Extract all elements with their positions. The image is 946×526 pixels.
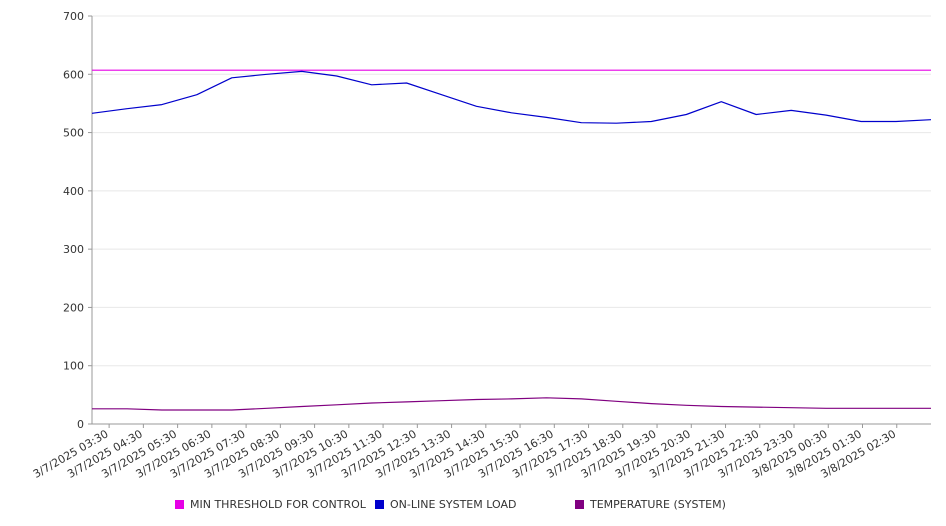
y-tick-label: 700 <box>63 10 84 23</box>
legend-item-system-load[interactable]: ON-LINE SYSTEM LOAD <box>375 498 516 511</box>
y-tick-label: 0 <box>77 418 84 431</box>
y-tick-label: 100 <box>63 360 84 373</box>
legend-item-temperature[interactable]: TEMPERATURE (SYSTEM) <box>575 498 726 511</box>
gridlines <box>92 15 931 425</box>
x-axis-ticks: 3/7/2025 03:303/7/2025 04:303/7/2025 05:… <box>31 424 898 481</box>
legend-item-min-threshold[interactable]: MIN THRESHOLD FOR CONTROL <box>175 498 366 511</box>
y-tick-label: 400 <box>63 185 84 198</box>
legend-label-temperature: TEMPERATURE (SYSTEM) <box>590 498 726 511</box>
legend-label-min-threshold: MIN THRESHOLD FOR CONTROL <box>190 498 366 511</box>
y-tick-label: 500 <box>63 127 84 140</box>
system-load-line <box>91 70 932 124</box>
y-tick-label: 600 <box>63 68 84 81</box>
legend: MIN THRESHOLD FOR CONTROL ON-LINE SYSTEM… <box>0 498 946 518</box>
y-tick-label: 300 <box>63 243 84 256</box>
legend-label-system-load: ON-LINE SYSTEM LOAD <box>390 498 517 511</box>
axes <box>91 16 931 425</box>
temperature-line <box>92 397 931 411</box>
legend-swatch-system-load <box>375 500 384 509</box>
series-lines <box>91 69 932 411</box>
y-axis-ticks: 0 100 200 300 400 500 600 700 <box>63 10 92 431</box>
y-tick-label: 200 <box>63 301 84 314</box>
legend-swatch-temperature <box>575 500 584 509</box>
legend-swatch-min-threshold <box>175 500 184 509</box>
